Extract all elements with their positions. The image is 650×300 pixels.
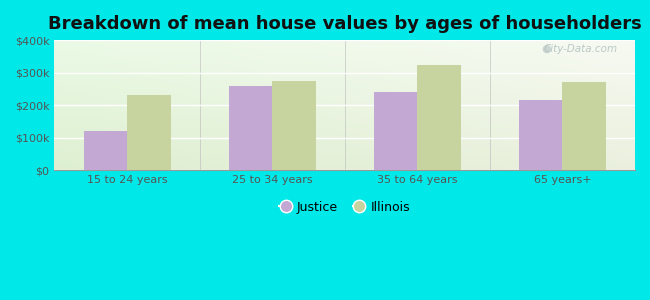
Bar [417, 64, 461, 170]
Title: Breakdown of mean house values by ages of householders: Breakdown of mean house values by ages o… [48, 15, 642, 33]
Bar [127, 95, 170, 170]
Bar [562, 82, 606, 170]
Legend: Justice, Illinois: Justice, Illinois [274, 196, 415, 219]
Text: City-Data.com: City-Data.com [543, 44, 618, 54]
Bar [374, 92, 417, 170]
Bar [272, 81, 316, 170]
Bar [83, 131, 127, 170]
Bar [229, 86, 272, 170]
Text: ●: ● [541, 44, 551, 54]
Bar [519, 100, 562, 170]
